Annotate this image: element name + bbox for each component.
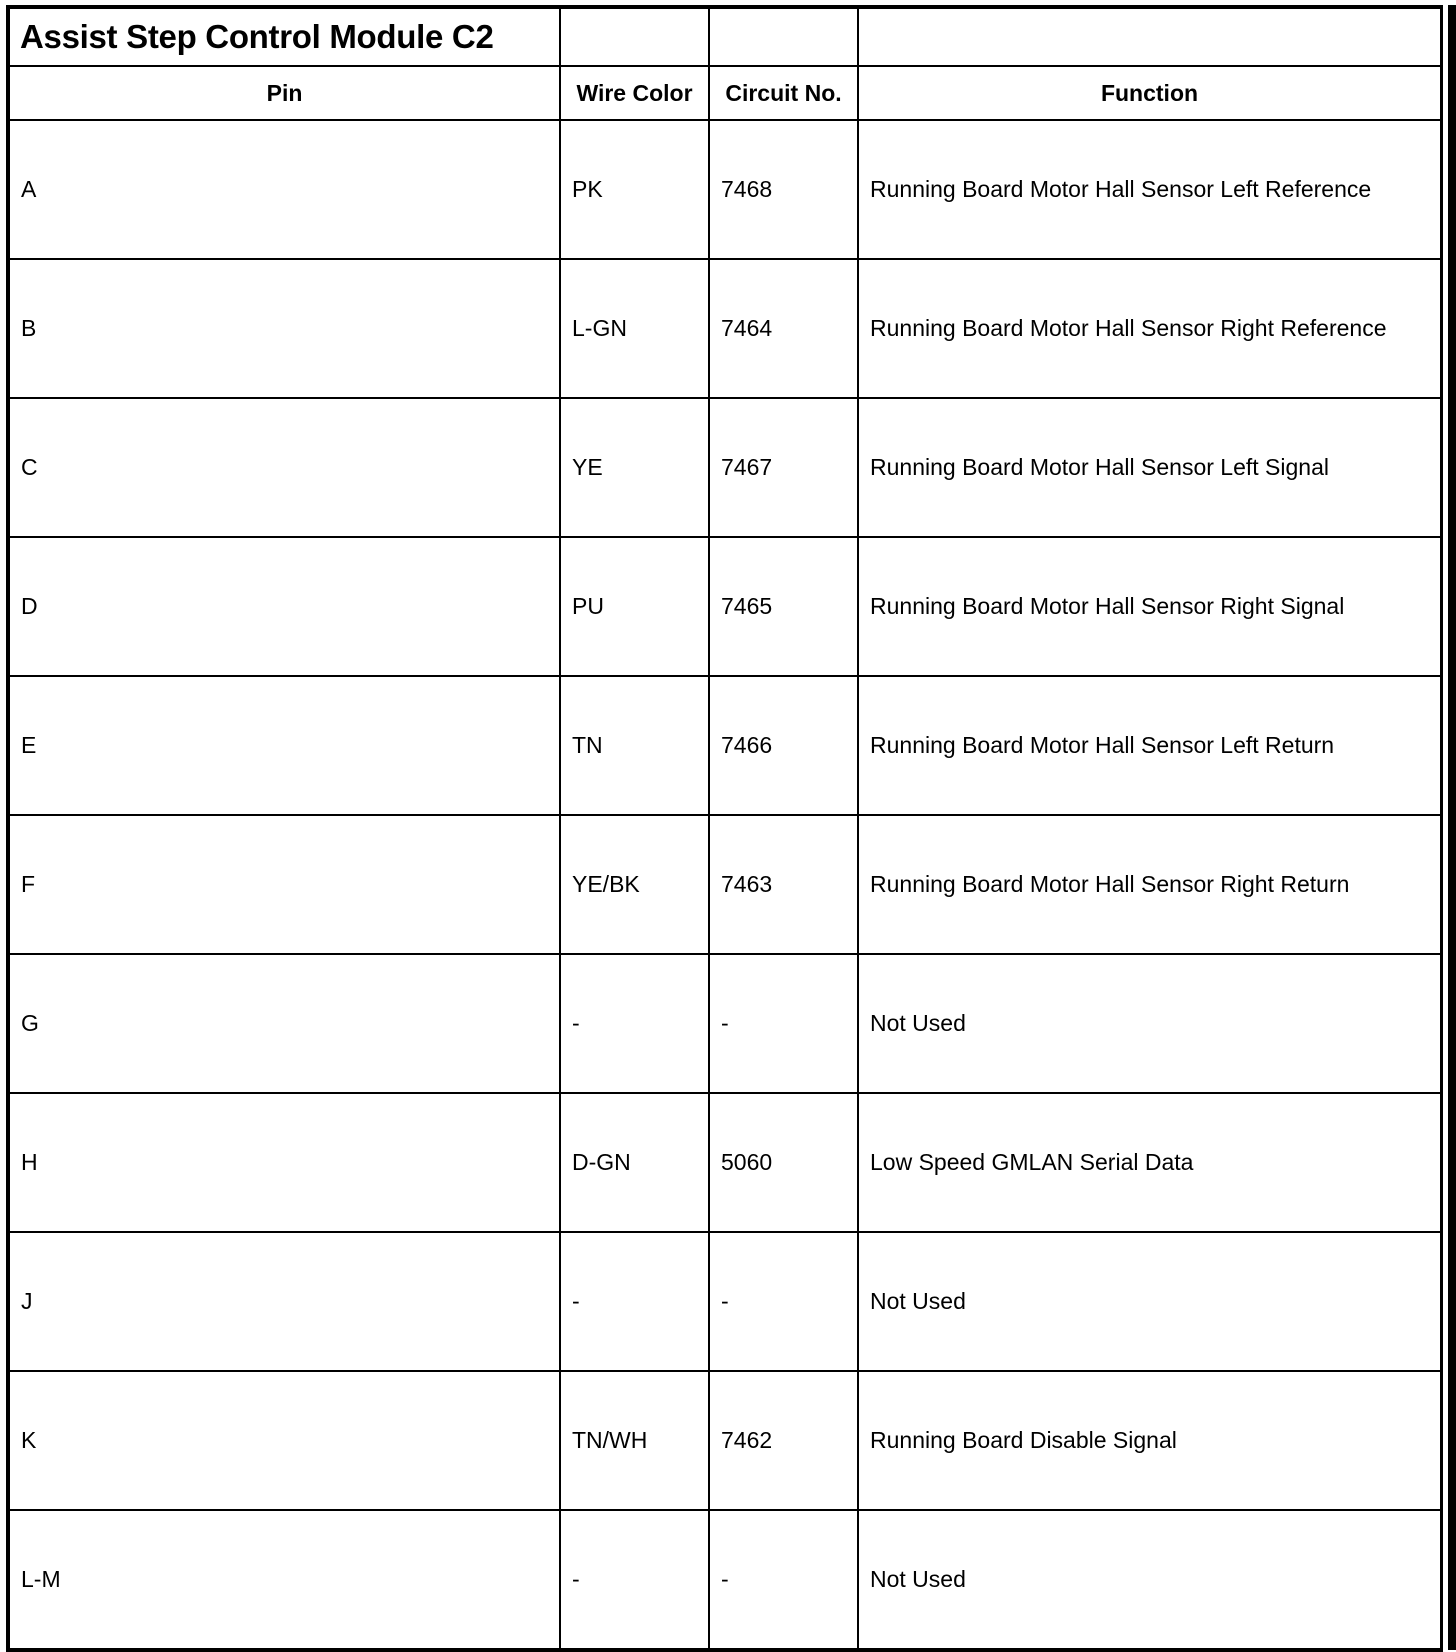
wire-color-cell: D-GN [559,1092,710,1233]
table-row: F YE/BK 7463 Running Board Motor Hall Senso… [7,814,1443,955]
wire-color-cell: - [559,953,710,1094]
table-row: K TN/WH 7462 Running Board Disable Signal [7,1370,1443,1511]
wire-color-cell: YE/BK [559,814,710,955]
wire-color-cell: YE [559,397,710,538]
table-row: A PK 7468 Running Board Motor Hall Sensor L… [7,119,1443,260]
function-cell: Running Board Motor Hall Sensor Right Re… [857,258,1443,399]
circuit-no-cell: 7468 [708,119,859,260]
table-row: C YE 7467 Running Board Motor Hall Sensor L… [7,397,1443,538]
wire-color-cell: TN [559,675,710,816]
empty-cell [559,6,710,67]
pin-cell: A [7,119,561,260]
header-wire-color: Wire Color [559,65,710,121]
wire-color-cell: PU [559,536,710,677]
pin-cell: K [7,1370,561,1511]
pin-cell: G [7,953,561,1094]
circuit-no-cell: 7462 [708,1370,859,1511]
header-function: Function [857,65,1443,121]
circuit-no-cell: 7465 [708,536,859,677]
table-row: B L-GN 7464 Running Board Motor Hall Sensor… [7,258,1443,399]
table-row: D PU 7465 Running Board Motor Hall Sensor R… [7,536,1443,677]
pin-cell: H [7,1092,561,1233]
table-row: H D-GN 5060 Low Speed GMLAN Serial Data [7,1092,1443,1233]
table-title: Assist Step Control Module C2 [7,6,561,67]
circuit-no-cell: - [708,1509,859,1651]
circuit-no-cell: 7463 [708,814,859,955]
wire-color-cell: TN/WH [559,1370,710,1511]
header-circuit-no: Circuit No. [708,65,859,121]
function-cell: Low Speed GMLAN Serial Data [857,1092,1443,1233]
pin-cell: D [7,536,561,677]
page-edge-border [1448,5,1456,1650]
circuit-no-cell: - [708,953,859,1094]
empty-cell [708,6,859,67]
pin-cell: C [7,397,561,538]
empty-cell [857,6,1443,67]
table-row: E TN 7466 Running Board Motor Hall Sensor L… [7,675,1443,816]
connector-pinout-table: Assist Step Control Module C2 Pin Wire C… [6,5,1443,1652]
function-cell: Running Board Motor Hall Sensor Left Sig… [857,397,1443,538]
wire-color-cell: L-GN [559,258,710,399]
pin-cell: B [7,258,561,399]
function-cell: Running Board Disable Signal [857,1370,1443,1511]
function-cell: Running Board Motor Hall Sensor Right Re… [857,814,1443,955]
wire-color-cell: - [559,1509,710,1651]
circuit-no-cell: 7464 [708,258,859,399]
function-cell: Running Board Motor Hall Sensor Left Ref… [857,119,1443,260]
wire-color-cell: PK [559,119,710,260]
circuit-no-cell: 5060 [708,1092,859,1233]
function-cell: Not Used [857,1231,1443,1372]
circuit-no-cell: - [708,1231,859,1372]
pin-cell: J [7,1231,561,1372]
function-cell: Running Board Motor Hall Sensor Left Ret… [857,675,1443,816]
function-cell: Not Used [857,953,1443,1094]
pin-cell: E [7,675,561,816]
header-pin: Pin [7,65,561,121]
wire-color-cell: - [559,1231,710,1372]
pin-cell: F [7,814,561,955]
header-row: Pin Wire Color Circuit No. Function [7,65,1443,121]
table-row: G - - Not Used [7,953,1443,1094]
title-row: Assist Step Control Module C2 [7,6,1443,67]
function-cell: Running Board Motor Hall Sensor Right Si… [857,536,1443,677]
function-cell: Not Used [857,1509,1443,1651]
circuit-no-cell: 7466 [708,675,859,816]
table-row: J - - Not Used [7,1231,1443,1372]
circuit-no-cell: 7467 [708,397,859,538]
table-row: L-M - - Not Used [7,1509,1443,1651]
pin-cell: L-M [7,1509,561,1651]
